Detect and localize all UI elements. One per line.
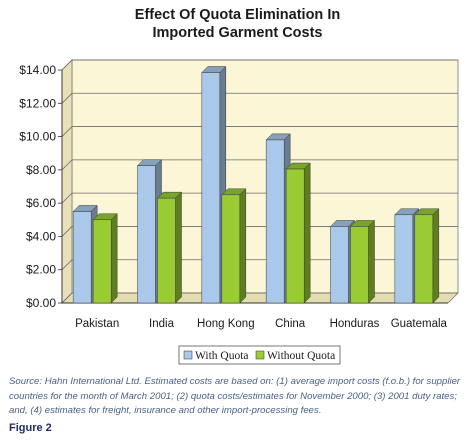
bar-without-quota [92,213,118,304]
bar-without-quota [156,191,183,304]
x-category-label: Guatemala [391,318,448,330]
y-tick-label: $12.00 [19,96,56,110]
bar-front-face [137,165,156,304]
bar-side-face [432,208,440,304]
bar-front-face [330,226,349,304]
legend-swatch-without-quota [255,350,265,360]
x-category-label: India [149,318,175,330]
legend-label-with-quota: With Quota [195,350,249,362]
bar-front-face [157,197,176,304]
bar-side-face [110,213,118,304]
chart-title: Effect Of Quota Elimination In Imported … [0,6,475,42]
source-caption: Source: Hahn International Ltd. Estimate… [9,376,461,417]
bar-front-face [394,214,414,304]
y-tick-label: $0.00 [26,296,56,310]
gridline [61,226,458,237]
y-tick-label: $4.00 [26,229,56,243]
y-tick-label: $8.00 [26,163,56,177]
bar-front-face [285,168,305,304]
figure-label: Figure 2 [9,422,52,434]
plot-side-wall [61,59,73,304]
gridline [61,259,458,270]
chart-title-line-1: Effect Of Quota Elimination In [134,7,341,23]
gridline [61,126,458,137]
legend: With Quota Without Quota [178,345,341,365]
bar-front-face [92,219,112,304]
y-tick-label: $10.00 [19,130,56,144]
gridline [61,59,458,71]
bar-front-face [201,72,221,304]
bar-front-face [265,139,285,304]
y-tick-label: $2.00 [26,263,56,277]
x-category-label: China [275,318,306,330]
bar-side-face [368,219,375,304]
legend-label-without-quota: Without Quota [267,350,335,362]
bar-front-face [72,211,92,304]
gridline [61,92,458,104]
gridline [61,292,458,304]
bar-without-quota [349,219,376,304]
y-tick-label: $14.00 [19,63,56,77]
chart-title-line-2: Imported Garment Costs [152,25,323,41]
bar-side-face [239,188,247,304]
bar-without-quota [285,162,311,304]
bar-without-quota [221,188,247,304]
gridline [61,159,458,171]
bar-with-quota [201,65,227,304]
bar-side-face [303,162,311,304]
bar-front-face [350,226,369,304]
gridline [61,192,458,204]
x-category-label: Hong Kong [197,318,255,330]
x-category-label: Pakistan [75,318,119,330]
x-category-label: Honduras [330,318,380,330]
bar-side-face [175,191,182,304]
bar-without-quota [414,208,440,304]
bar-front-face [414,214,434,304]
legend-swatch-with-quota [183,350,193,360]
bar-front-face [221,194,241,304]
y-tick-label: $6.00 [26,196,56,210]
